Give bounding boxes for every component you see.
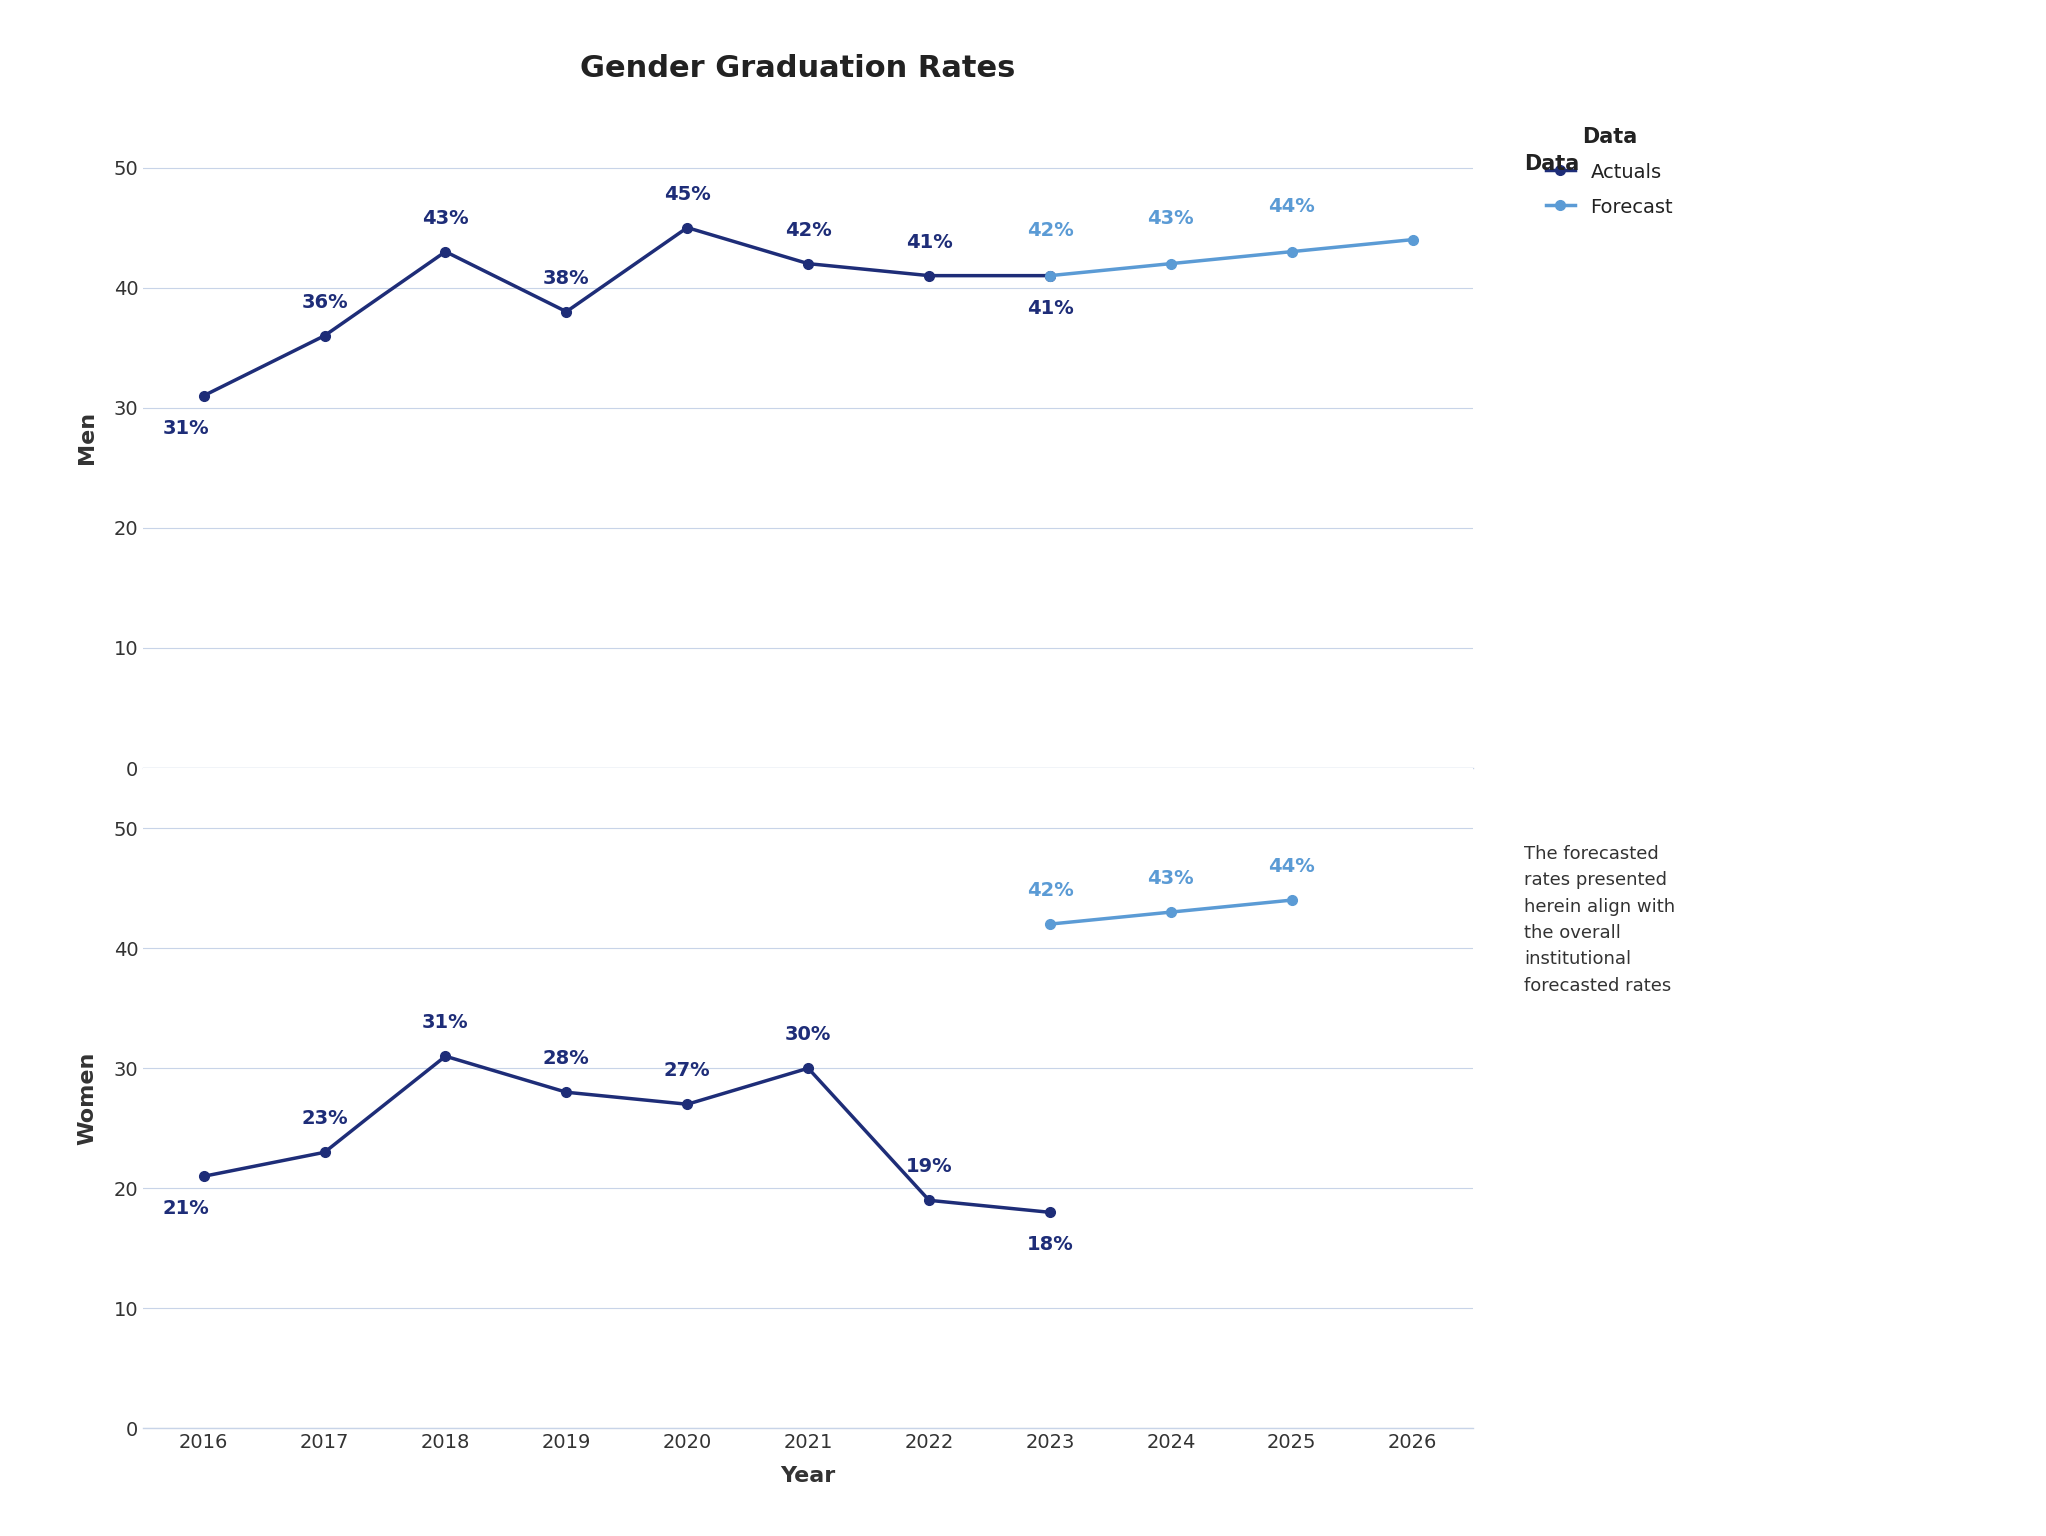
Text: Gender Graduation Rates: Gender Graduation Rates <box>581 54 1015 83</box>
Text: 43%: 43% <box>421 209 469 227</box>
Text: The forecasted
rates presented
herein align with
the overall
institutional
forec: The forecasted rates presented herein al… <box>1524 845 1676 995</box>
Text: Data: Data <box>1524 154 1580 174</box>
Text: 31%: 31% <box>162 419 209 438</box>
Text: 43%: 43% <box>1148 869 1195 888</box>
Text: 43%: 43% <box>1148 209 1195 227</box>
Text: 42%: 42% <box>1027 882 1074 900</box>
Text: 44%: 44% <box>1269 857 1316 876</box>
Text: 41%: 41% <box>1027 298 1074 318</box>
X-axis label: Year: Year <box>780 1467 837 1487</box>
Text: 38%: 38% <box>542 269 589 287</box>
Legend: Actuals, Forecast: Actuals, Forecast <box>1537 117 1682 226</box>
Text: 31%: 31% <box>421 1014 469 1032</box>
Text: 41%: 41% <box>906 232 953 252</box>
Text: 21%: 21% <box>162 1200 209 1218</box>
Text: 45%: 45% <box>663 184 710 204</box>
Text: 36%: 36% <box>301 293 348 312</box>
Text: 42%: 42% <box>1027 221 1074 240</box>
Text: 42%: 42% <box>786 221 831 240</box>
Text: 23%: 23% <box>301 1109 348 1129</box>
Y-axis label: Men: Men <box>78 412 96 464</box>
Text: 27%: 27% <box>665 1061 710 1080</box>
Text: 44%: 44% <box>1269 197 1316 215</box>
Text: 30%: 30% <box>786 1025 831 1044</box>
Text: 19%: 19% <box>906 1157 951 1177</box>
Text: 28%: 28% <box>542 1049 589 1068</box>
Y-axis label: Women: Women <box>78 1052 96 1144</box>
Text: 18%: 18% <box>1027 1235 1074 1255</box>
